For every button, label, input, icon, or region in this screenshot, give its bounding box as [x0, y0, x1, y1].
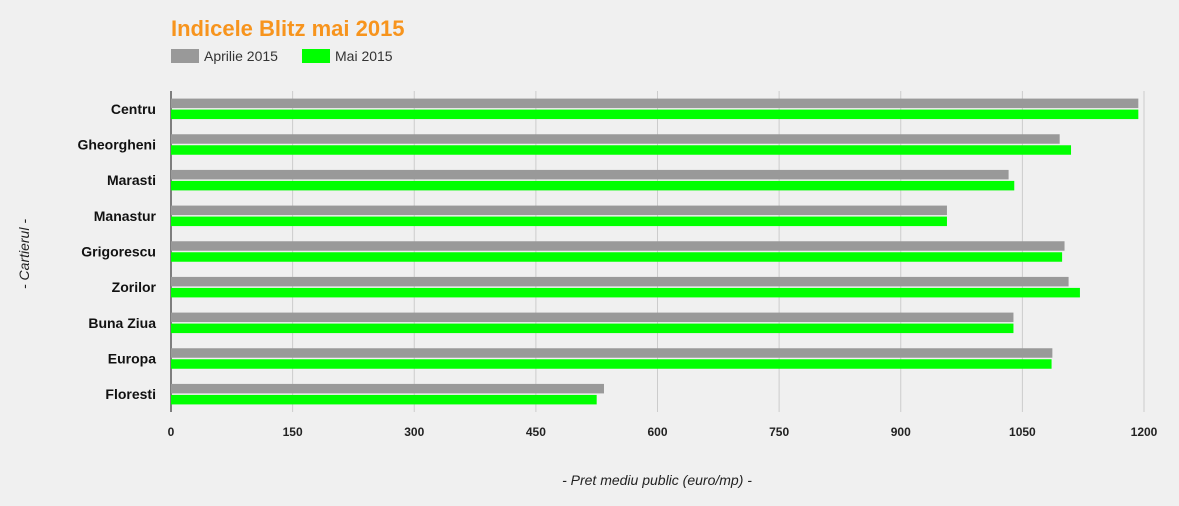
x-tick-label: 900	[891, 425, 911, 439]
category-label-manastur: Manastur	[94, 208, 157, 224]
x-tick-label: 600	[647, 425, 667, 439]
category-label-centru: Centru	[111, 101, 156, 117]
legend-label-mai-2015: Mai 2015	[335, 48, 393, 64]
x-tick-label: 0	[168, 425, 175, 439]
x-axis-title: - Pret mediu public (euro/mp) -	[562, 472, 752, 488]
bar-marasti-mai-2015[interactable]	[171, 180, 1015, 191]
category-label-gheorgheni: Gheorgheni	[77, 137, 156, 153]
bar-floresti-mai-2015[interactable]	[171, 394, 597, 405]
legend-label-aprilie-2015: Aprilie 2015	[204, 48, 278, 64]
category-label-marasti: Marasti	[107, 172, 156, 188]
x-tick-label: 150	[283, 425, 303, 439]
category-label-zorilor: Zorilor	[112, 279, 157, 295]
legend-swatch-mai-2015	[302, 49, 330, 63]
bar-europa-aprilie-2015[interactable]	[171, 348, 1053, 358]
x-tick-label: 1050	[1009, 425, 1036, 439]
bar-buna-ziua-mai-2015[interactable]	[171, 323, 1014, 334]
x-tick-labels: 0 150 300 450 600 750 900 1050 1200	[168, 425, 1158, 439]
bar-zorilor-aprilie-2015[interactable]	[171, 276, 1069, 287]
bar-buna-ziua-aprilie-2015[interactable]	[171, 312, 1014, 323]
category-label-buna-ziua: Buna Ziua	[88, 315, 156, 331]
chart-title: Indicele Blitz mai 2015	[171, 16, 405, 41]
chart-legend: Aprilie 2015 Mai 2015	[171, 48, 393, 64]
legend-swatch-aprilie-2015	[171, 49, 199, 63]
bar-floresti-aprilie-2015[interactable]	[171, 383, 604, 394]
x-tick-label: 300	[404, 425, 424, 439]
bar-marasti-aprilie-2015[interactable]	[171, 169, 1009, 180]
bar-manastur-mai-2015[interactable]	[171, 216, 947, 227]
bar-grigorescu-aprilie-2015[interactable]	[171, 241, 1065, 251]
bar-europa-mai-2015[interactable]	[171, 359, 1052, 369]
category-label-europa: Europa	[108, 351, 156, 367]
y-axis-title: - Cartierul -	[16, 219, 32, 289]
x-tick-label: 450	[526, 425, 546, 439]
category-label-floresti: Floresti	[105, 386, 156, 402]
bar-zorilor-mai-2015[interactable]	[171, 287, 1080, 298]
bar-gheorgheni-mai-2015[interactable]	[171, 145, 1072, 155]
bars	[171, 98, 1139, 405]
category-label-grigorescu: Grigorescu	[81, 244, 156, 260]
bar-gheorgheni-aprilie-2015[interactable]	[171, 134, 1060, 144]
bar-grigorescu-mai-2015[interactable]	[171, 252, 1063, 262]
bar-centru-mai-2015[interactable]	[171, 109, 1139, 120]
bar-centru-aprilie-2015[interactable]	[171, 98, 1139, 109]
gridlines	[170, 91, 1145, 412]
x-tick-label: 750	[769, 425, 789, 439]
bar-manastur-aprilie-2015[interactable]	[171, 205, 947, 216]
x-tick-label: 1200	[1131, 425, 1158, 439]
category-labels: Centru Gheorgheni Marasti Manastur Grigoresc…	[77, 101, 156, 402]
